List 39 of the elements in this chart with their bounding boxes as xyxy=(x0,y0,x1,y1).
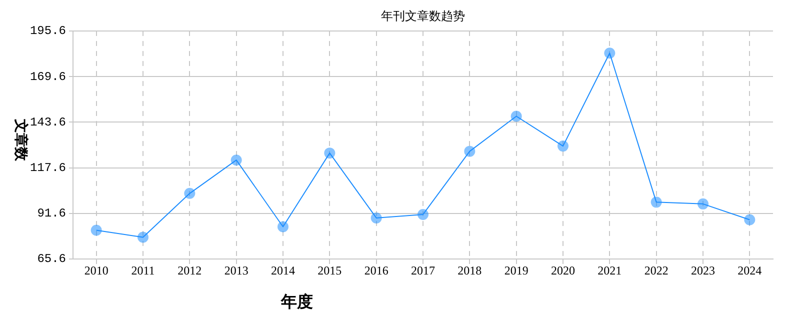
x-tick-label: 2016 xyxy=(364,263,388,278)
point xyxy=(604,48,616,59)
x-tick-label: 2015 xyxy=(318,263,342,278)
y-tick-label: 65.6 xyxy=(37,252,66,266)
point xyxy=(90,224,102,236)
x-tick-label: 2018 xyxy=(458,263,482,278)
x-axis-title: 年度 xyxy=(280,292,313,312)
x-tick-label: 2011 xyxy=(131,263,155,278)
point xyxy=(558,140,568,152)
x-tick-label: 2021 xyxy=(598,263,622,278)
x-tick-label: 2010 xyxy=(84,263,108,278)
y-tick-label: 143.6 xyxy=(30,115,66,130)
chart-title: 年刊文章数趋势 xyxy=(381,9,465,24)
point xyxy=(138,232,148,243)
x-tick-label: 2022 xyxy=(644,263,668,278)
x-tick-label: 2020 xyxy=(551,263,575,278)
point xyxy=(418,208,428,220)
x-tick-label: 2013 xyxy=(224,263,248,278)
point xyxy=(230,154,242,166)
x-tick-label: 2012 xyxy=(178,263,202,278)
y-tick-label: 195.6 xyxy=(30,24,66,38)
point xyxy=(370,212,382,224)
point xyxy=(278,221,288,232)
x-tick-label: 2023 xyxy=(691,263,715,278)
point xyxy=(744,214,756,226)
y-axis-title: 文章数 xyxy=(12,118,30,162)
point xyxy=(184,188,196,199)
point xyxy=(324,148,336,159)
point xyxy=(464,146,476,157)
y-tick-label: 91.6 xyxy=(37,206,66,221)
point xyxy=(698,198,708,210)
point xyxy=(650,196,662,208)
x-tick-label: 2024 xyxy=(738,263,762,278)
x-tick-label: 2019 xyxy=(504,263,528,278)
y-tick-label: 117.6 xyxy=(30,160,66,175)
x-tick-label: 2017 xyxy=(411,263,435,278)
x-tick-label: 2014 xyxy=(271,263,295,278)
point xyxy=(510,110,522,122)
y-tick-label: 169.6 xyxy=(30,70,66,84)
